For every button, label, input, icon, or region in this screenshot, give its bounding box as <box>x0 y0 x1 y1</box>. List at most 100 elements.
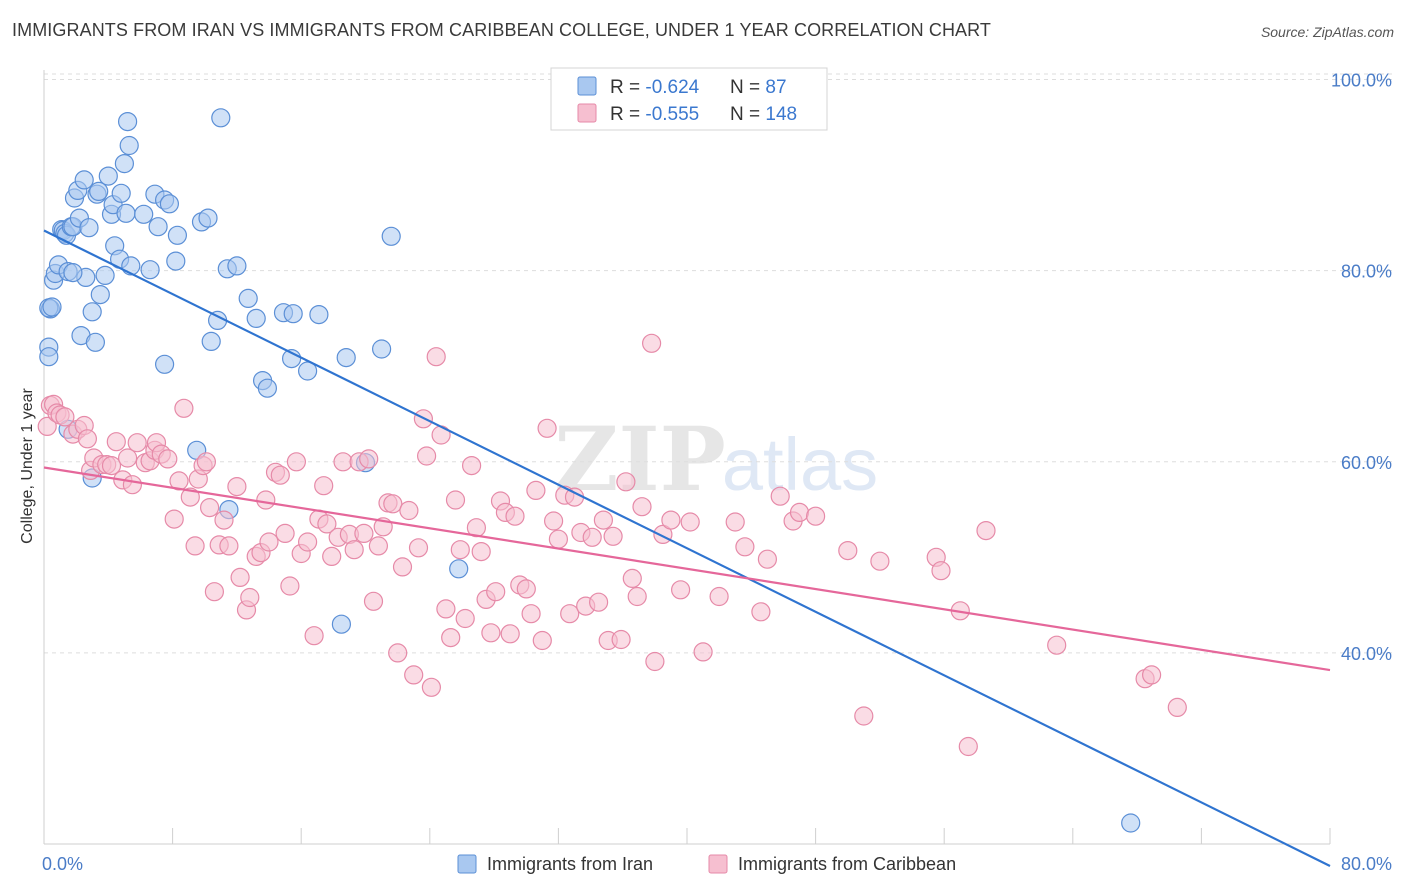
stats-caribbean-n-label: N = <box>730 104 765 125</box>
iran-trend-line <box>43 229 1331 867</box>
caribbean-point-137 <box>870 551 890 571</box>
caribbean-point-73 <box>399 500 419 521</box>
x-tick-label-1: 80.0% <box>1341 854 1392 874</box>
caribbean-point-group <box>37 333 1187 757</box>
caribbean-point-48 <box>270 465 290 485</box>
stats-caribbean-r-label: R = <box>610 104 645 125</box>
caribbean-point-56 <box>314 476 334 496</box>
caribbean-point-27 <box>169 471 189 491</box>
caribbean-point-102 <box>543 511 564 531</box>
caribbean-point-54 <box>304 626 324 646</box>
caribbean-point-62 <box>344 540 364 560</box>
caribbean-point-5 <box>55 407 75 427</box>
iran-point-37 <box>140 260 160 280</box>
stats-iran-swatch <box>577 76 597 96</box>
caribbean-point-114 <box>611 629 631 650</box>
caribbean-point-105 <box>560 604 580 624</box>
iran-point-17 <box>74 170 94 190</box>
caribbean-point-30 <box>185 536 205 556</box>
caribbean-point-49 <box>275 523 295 544</box>
caribbean-point-50 <box>280 576 300 596</box>
caribbean-point-111 <box>593 510 614 530</box>
caribbean-point-143 <box>1047 635 1067 655</box>
caribbean-point-77 <box>417 446 437 466</box>
caribbean-point-97 <box>516 579 536 599</box>
caribbean-point-122 <box>661 510 681 530</box>
bottom-legend: Immigrants from Iran Immigrants from Car… <box>457 854 956 874</box>
caribbean-point-90 <box>481 623 501 643</box>
caribbean-point-0 <box>37 416 57 436</box>
iran-point-42 <box>159 194 179 214</box>
caribbean-point-33 <box>196 452 216 472</box>
svg-text:N = 148: N = 148 <box>730 104 797 125</box>
caribbean-point-58 <box>322 546 342 567</box>
stats-box: R = -0.624 N = 87 R = -0.555 N = 148 <box>550 67 828 131</box>
caribbean-point-131 <box>770 486 790 506</box>
caribbean-point-38 <box>219 536 239 556</box>
caribbean-point-15 <box>106 432 126 452</box>
iran-point-group <box>39 108 1141 833</box>
caribbean-point-14 <box>101 456 122 476</box>
caribbean-point-53 <box>298 532 318 552</box>
iran-point-34 <box>119 135 139 156</box>
iran-point-75 <box>211 108 231 128</box>
caribbean-point-133 <box>789 502 810 523</box>
caribbean-point-79 <box>426 347 446 367</box>
iran-point-36 <box>134 204 154 224</box>
iran-point-67 <box>449 559 469 579</box>
caribbean-point-141 <box>958 736 978 757</box>
iran-point-32 <box>114 154 135 174</box>
caribbean-point-57 <box>317 514 337 534</box>
caribbean-point-94 <box>500 624 520 644</box>
caribbean-point-75 <box>408 538 429 558</box>
y-tick-label-3: 100.0% <box>1331 71 1392 91</box>
iran-point-48 <box>201 331 221 351</box>
iran-point-19 <box>79 218 99 238</box>
iran-point-74 <box>117 111 138 132</box>
caribbean-point-130 <box>757 549 778 569</box>
svg-text:R = -0.624: R = -0.624 <box>610 77 700 98</box>
caribbean-point-83 <box>445 490 466 510</box>
caribbean-point-51 <box>286 452 306 472</box>
iran-point-65 <box>372 339 392 359</box>
caribbean-point-34 <box>200 498 220 518</box>
iran-point-43 <box>166 251 186 271</box>
iran-point-73 <box>63 263 83 283</box>
caribbean-point-100 <box>532 630 552 651</box>
iran-point-47 <box>198 208 218 228</box>
stats-iran-n-label: N = <box>730 77 765 98</box>
caribbean-point-40 <box>230 567 250 588</box>
caribbean-point-70 <box>383 494 403 514</box>
axes <box>43 70 1331 845</box>
caribbean-point-101 <box>537 418 557 438</box>
iran-point-21 <box>85 332 106 352</box>
iran-point-61 <box>309 305 329 325</box>
caribbean-point-74 <box>404 665 424 685</box>
caribbean-point-109 <box>582 527 602 547</box>
caribbean-point-67 <box>368 536 388 556</box>
legend-caribbean-label: Immigrants from Caribbean <box>738 854 956 874</box>
y-tick-label-1: 60.0% <box>1341 453 1392 473</box>
caribbean-point-64 <box>354 523 374 544</box>
caribbean-point-25 <box>158 449 178 469</box>
caribbean-point-129 <box>751 602 771 622</box>
iran-point-66 <box>381 226 401 246</box>
caribbean-point-18 <box>122 475 142 495</box>
caribbean-point-45 <box>256 490 276 510</box>
caribbean-point-17 <box>117 448 138 468</box>
caribbean-trend-line <box>43 466 1331 672</box>
iran-point-53 <box>238 288 258 308</box>
y-tick-label-2: 80.0% <box>1341 262 1392 282</box>
caribbean-point-103 <box>548 529 569 549</box>
caribbean-point-60 <box>333 452 353 472</box>
iran-point-20 <box>82 302 102 322</box>
caribbean-point-37 <box>214 510 234 530</box>
iran-point-54 <box>246 308 266 328</box>
caribbean-point-99 <box>526 480 546 500</box>
legend-caribbean-swatch <box>708 854 728 874</box>
caribbean-point-98 <box>521 604 541 624</box>
stats-caribbean-r-value: -0.555 <box>645 104 699 125</box>
x-tick-label-0: 0.0% <box>42 854 83 874</box>
svg-text:R = -0.555: R = -0.555 <box>610 104 699 125</box>
caribbean-point-65 <box>359 449 379 469</box>
